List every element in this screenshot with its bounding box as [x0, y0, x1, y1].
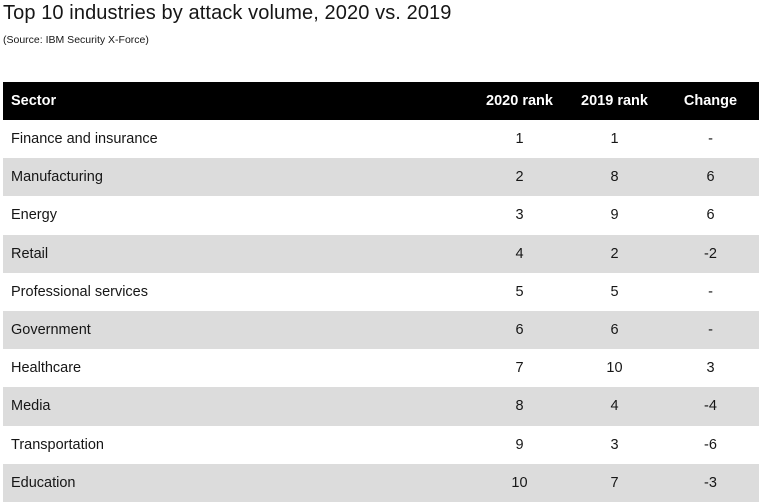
header-change: Change: [683, 93, 738, 109]
table-cell-sector: Education: [11, 474, 76, 491]
table-cell-2019-rank: 4: [610, 398, 619, 415]
table-cell-sector: Transportation: [11, 436, 104, 453]
table-cell-change: 6: [706, 169, 715, 186]
table-row: Professional services 5 5 -: [3, 273, 759, 311]
table-cell-2020-rank: 4: [515, 245, 524, 262]
table-cell-2019-rank: 9: [610, 207, 619, 224]
table-cell-2019-rank: 2: [610, 245, 619, 262]
table-cell-2019-rank: 6: [610, 322, 619, 339]
table-cell-2019-rank: 7: [610, 474, 619, 491]
table-cell-change: -: [708, 322, 713, 339]
table-row: Finance and insurance 1 1 -: [3, 120, 759, 158]
source-note: (Source: IBM Security X-Force): [3, 34, 149, 46]
table-cell-2020-rank: 6: [515, 322, 524, 339]
table-cell-sector: Retail: [11, 245, 49, 262]
table-cell-2020-rank: 5: [515, 283, 524, 300]
table-cell-2019-rank: 1: [610, 131, 619, 148]
table-cell-change: -2: [704, 245, 717, 262]
header-2020-rank: 2020 rank: [486, 93, 553, 109]
header-2019-rank: 2019 rank: [581, 93, 648, 109]
table-cell-2020-rank: 7: [515, 360, 524, 377]
table-cell-2020-rank: 8: [515, 398, 524, 415]
table-cell-change: -3: [704, 474, 717, 491]
table-cell-2019-rank: 5: [610, 283, 619, 300]
table-cell-sector: Professional services: [11, 283, 148, 300]
table-cell-2020-rank: 1: [515, 131, 524, 148]
table-cell-change: -4: [704, 398, 717, 415]
table-cell-change: -: [708, 131, 713, 148]
table-cell-change: 3: [706, 360, 715, 377]
table-cell-2019-rank: 3: [610, 436, 619, 453]
table-cell-sector: Manufacturing: [11, 169, 103, 186]
rank-table: Sector 2020 rank 2019 rank Change Financ…: [3, 82, 759, 502]
table-cell-2020-rank: 3: [515, 207, 524, 224]
table-row: Education 10 7 -3: [3, 463, 759, 502]
table-cell-sector: Finance and insurance: [11, 131, 158, 148]
table-cell-sector: Healthcare: [11, 360, 82, 377]
table-row: Healthcare 7 10 3: [3, 349, 759, 387]
table-cell-2020-rank: 10: [511, 474, 528, 491]
table-row: Government 6 6 -: [3, 310, 759, 350]
table-row: Media 8 4 -4: [3, 387, 759, 426]
table-cell-2020-rank: 2: [515, 169, 524, 186]
table-header-row: Sector 2020 rank 2019 rank Change: [3, 82, 759, 120]
table-cell-2020-rank: 9: [515, 436, 524, 453]
table-row: Manufacturing 2 8 6: [3, 158, 759, 197]
table-cell-sector: Government: [11, 322, 91, 339]
table-row: Energy 3 9 6: [3, 196, 759, 234]
table-cell-2019-rank: 8: [610, 169, 619, 186]
table-cell-sector: Energy: [11, 207, 57, 224]
table-row: Transportation 9 3 -6: [3, 426, 759, 464]
table-cell-change: 6: [706, 207, 715, 224]
table-cell-change: -: [708, 283, 713, 300]
page-title: Top 10 industries by attack volume, 2020…: [3, 2, 452, 24]
table-cell-change: -6: [704, 436, 717, 453]
table-cell-2019-rank: 10: [606, 360, 623, 377]
table-body: Finance and insurance 1 1 - Manufacturing 2 8 6…: [3, 120, 759, 502]
header-sector: Sector: [11, 93, 57, 109]
table-cell-sector: Media: [11, 398, 51, 415]
table-row: Retail 4 2 -2: [3, 234, 759, 273]
